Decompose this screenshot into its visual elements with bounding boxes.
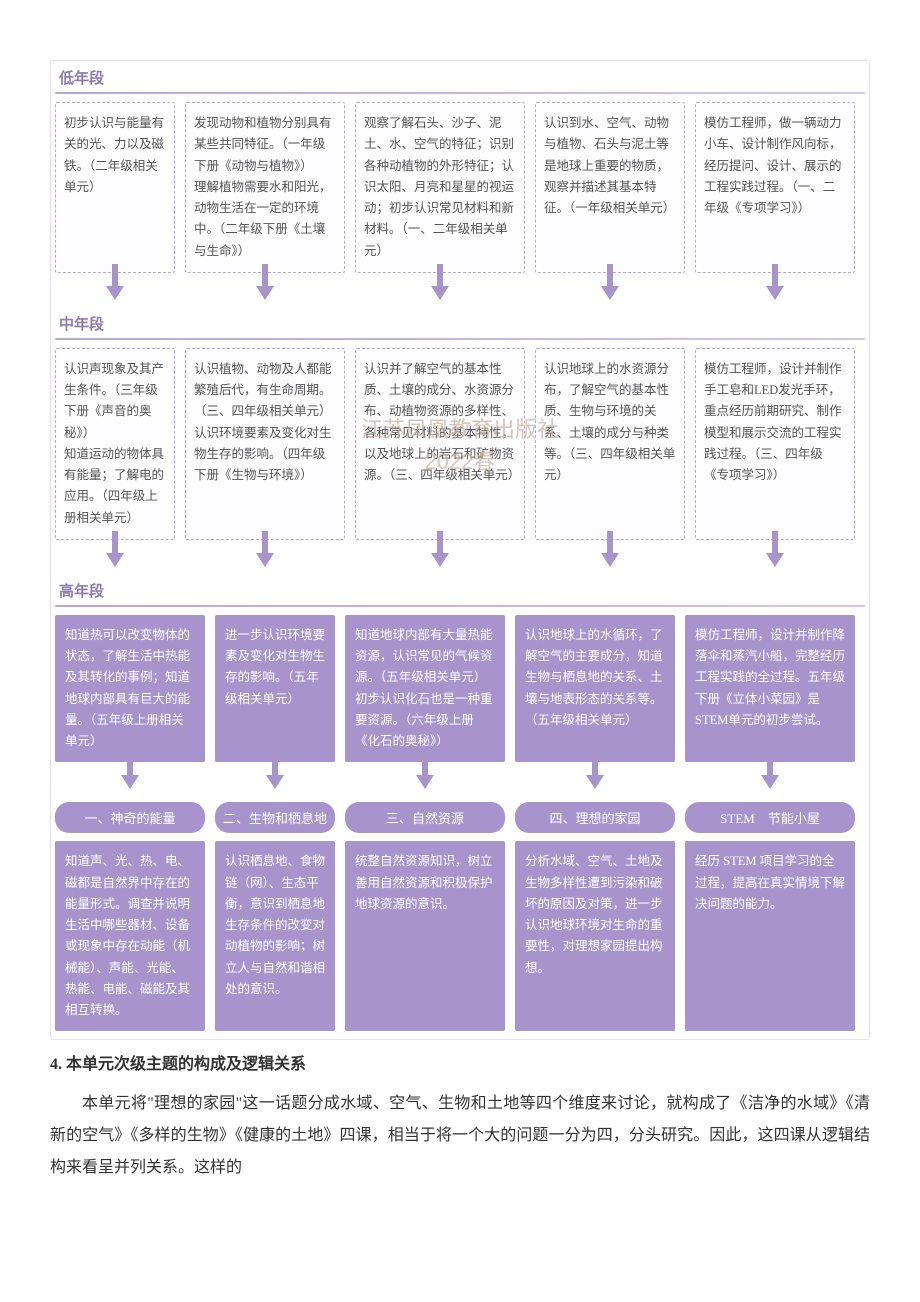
low-box-1: 初步认识与能量有关的光、力以及磁铁。（二年级相关单元） [55, 102, 175, 273]
arrow-down-icon [121, 775, 139, 789]
body-paragraph-1: 本单元将"理想的家园"这一话题分成水域、空气、生物和土地等四个维度来讨论，就构成… [50, 1088, 870, 1184]
pill-1: 一、神奇的能量 [55, 802, 205, 833]
arrow-down-icon [106, 286, 124, 300]
pill-row: 一、神奇的能量 二、生物和栖息地 三、自然资源 四、理想的家园 STEM 节能小… [55, 802, 865, 833]
low-section-label: 低年段 [55, 67, 865, 88]
high2-box-3: 统整自然资源知识，树立善用自然资源和积极保护地球资源的意识。 [345, 841, 505, 1031]
arrow-down-icon [266, 775, 284, 789]
arrow-down-icon [256, 286, 274, 300]
high1-box-5: 模仿工程师，设计并制作降落伞和蒸汽小船，完整经历工程实践的全过程。五年级下册《立… [685, 615, 855, 763]
high-section-label: 高年段 [55, 580, 865, 601]
mid-box-2: 认识植物、动物及人都能繁殖后代，有生命周期。（三、四年级相关单元） 认识环境要素… [185, 348, 345, 540]
divider [55, 605, 865, 607]
high2-box-1: 知道声、光、热、电、磁都是自然界中存在的能量形式。调查并说明生活中哪些器材、设备… [55, 841, 205, 1031]
mid-box-4: 认识地球上的水资源分布，了解空气的基本性质、生物与环境的关系、土壤的成分与种类等… [535, 348, 685, 540]
arrow-down-icon [601, 286, 619, 300]
high1-box-1: 知道热可以改变物体的状态，了解生活中热能及其转化的事例；知道地球内部具有巨大的能… [55, 615, 205, 763]
arrow-down-icon [601, 553, 619, 567]
high-row-2: 知道声、光、热、电、磁都是自然界中存在的能量形式。调查并说明生活中哪些器材、设备… [55, 841, 865, 1031]
mid-row: 认识声现象及其产生条件。（三年级下册《声音的奥秘》） 知道运动的物体具有能量；了… [55, 348, 865, 540]
arrow-down-icon [431, 286, 449, 300]
low-box-4: 认识到水、空气、动物与植物、石头与泥土等是地球上重要的物质，观察并描述其基本特征… [535, 102, 685, 273]
arrow-down-icon [761, 775, 779, 789]
pill-5: STEM 节能小屋 [685, 802, 855, 833]
divider [55, 92, 865, 94]
arrow-down-icon [766, 286, 784, 300]
pill-4: 四、理想的家园 [515, 802, 675, 833]
pill-3: 三、自然资源 [345, 802, 505, 833]
high2-box-2: 认识栖息地、食物链（网）、生态平衡，意识到栖息地生存条件的改变对动植物的影响；树… [215, 841, 335, 1031]
arrow-down-icon [431, 553, 449, 567]
arrow-down-icon [766, 553, 784, 567]
high1-box-4: 认识地球上的水循环，了解空气的主要成分，知道生物与栖息地的关系、土壤与地表形态的… [515, 615, 675, 763]
arrow-down-icon [256, 553, 274, 567]
arrows-high-pills [55, 762, 865, 802]
high1-box-2: 进一步认识环境要素及变化对生物生存的影响。（五年级相关单元） [215, 615, 335, 763]
mid-box-1: 认识声现象及其产生条件。（三年级下册《声音的奥秘》） 知道运动的物体具有能量；了… [55, 348, 175, 540]
high2-box-5: 经历 STEM 项目学习的全过程，提高在真实情境下解决问题的能力。 [685, 841, 855, 1031]
low-box-5: 模仿工程师，做一辆动力小车、设计制作风向标，经历提问、设计、展示的工程实践过程。… [695, 102, 855, 273]
arrow-down-icon [586, 775, 604, 789]
high-row-1: 知道热可以改变物体的状态，了解生活中热能及其转化的事例；知道地球内部具有巨大的能… [55, 615, 865, 763]
high1-box-3: 知道地球内部有大量热能资源，认识常见的气候资源。（五年级相关单元） 初步认识化石… [345, 615, 505, 763]
body-heading: 4. 本单元次级主题的构成及逻辑关系 [50, 1050, 870, 1074]
arrows-low-mid [55, 273, 865, 313]
curriculum-flowchart: 低年段 初步认识与能量有关的光、力以及磁铁。（二年级相关单元） 发现动物和植物分… [50, 60, 870, 1040]
arrow-down-icon [416, 775, 434, 789]
mid-section-label: 中年段 [55, 313, 865, 334]
high2-box-4: 分析水域、空气、土地及生物多样性遭到污染和破坏的原因及对策，进一步认识地球环境对… [515, 841, 675, 1031]
arrows-mid-high [55, 540, 865, 580]
low-box-2: 发现动物和植物分别具有某些共同特征。（一年级下册《动物与植物》） 理解植物需要水… [185, 102, 345, 273]
mid-box-5: 模仿工程师，设计并制作手工皂和LED发光手环，重点经历前期研究、制作模型和展示交… [695, 348, 855, 540]
arrow-down-icon [106, 553, 124, 567]
mid-box-3: 认识并了解空气的基本性质、土壤的成分、水资源分布、动植物资源的多样性、各种常见材… [355, 348, 525, 540]
divider [55, 338, 865, 340]
low-row: 初步认识与能量有关的光、力以及磁铁。（二年级相关单元） 发现动物和植物分别具有某… [55, 102, 865, 273]
low-box-3: 观察了解石头、沙子、泥土、水、空气的特征；识别各种动植物的外形特征；认识太阳、月… [355, 102, 525, 273]
pill-2: 二、生物和栖息地 [215, 802, 335, 833]
